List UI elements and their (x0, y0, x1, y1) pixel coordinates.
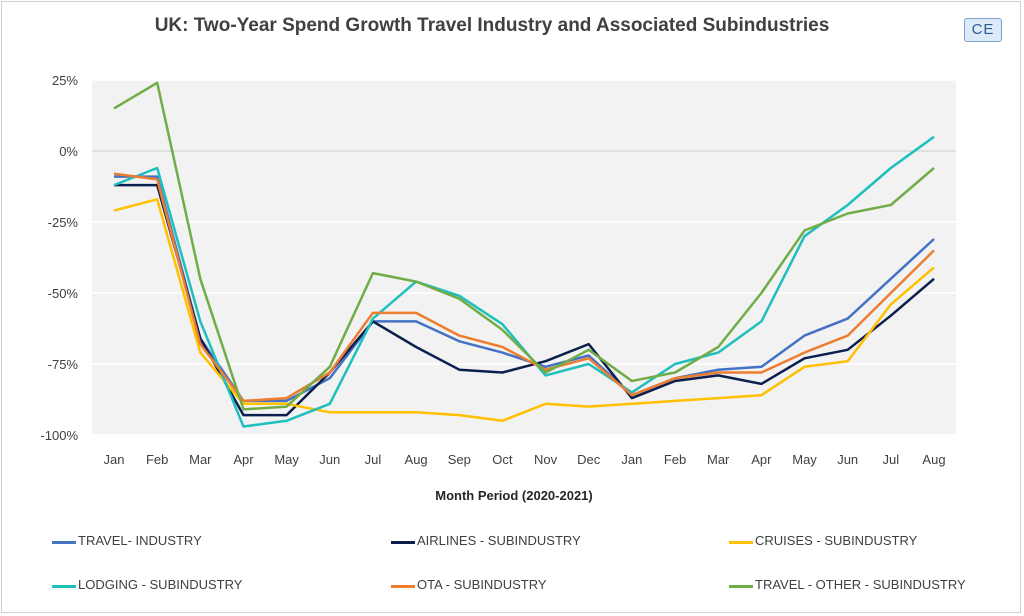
x-tick-label: Jun (837, 452, 858, 467)
legend-label: CRUISES - SUBINDUSTRY (755, 533, 918, 548)
gridlines (92, 79, 956, 436)
y-tick-label: -75% (48, 357, 79, 372)
y-tick-label: -100% (40, 428, 78, 443)
y-tick-label: 0% (59, 144, 78, 159)
x-tick-label: Oct (492, 452, 513, 467)
x-tick-label: Jul (365, 452, 382, 467)
chart-title: UK: Two-Year Spend Growth Travel Industr… (154, 15, 830, 36)
x-tick-label: May (792, 452, 817, 467)
series-line-travel-other-subindustry (113, 81, 935, 411)
x-tick-label: May (274, 452, 299, 467)
x-tick-label: Sep (448, 452, 471, 467)
series-line-airlines-subindustry (114, 183, 935, 417)
x-tick-label: Jul (883, 452, 900, 467)
legend-label: OTA - SUBINDUSTRY (417, 577, 547, 592)
legend-swatch (729, 541, 753, 544)
y-tick-label: -50% (48, 286, 79, 301)
x-axis-tick-labels: Jan Feb Mar Apr May Jun Jul Aug Sep Oct Nov Dec Jan F… (104, 452, 946, 467)
x-tick-label: Jan (621, 452, 642, 467)
x-tick-label: Apr (233, 452, 254, 467)
x-tick-label: Jan (104, 452, 125, 467)
plot-area (92, 80, 956, 435)
x-axis-label: Month Period (2020-2021) (435, 488, 593, 503)
legend-swatch (729, 585, 753, 588)
x-tick-label: Mar (189, 452, 212, 467)
legend-swatch (391, 585, 415, 588)
series-line-ota-subindustry (113, 172, 935, 403)
legend-label: TRAVEL- INDUSTRY (78, 533, 202, 548)
x-tick-label: Feb (664, 452, 686, 467)
legend-label: TRAVEL - OTHER - SUBINDUSTRY (755, 577, 966, 592)
y-tick-label: 25% (52, 73, 78, 88)
x-tick-label: Dec (577, 452, 601, 467)
x-tick-label: Aug (922, 452, 945, 467)
x-tick-label: Apr (751, 452, 772, 467)
legend-label: AIRLINES - SUBINDUSTRY (417, 533, 581, 548)
ce-logo-badge: CE (964, 18, 1002, 42)
legend-swatch (52, 585, 76, 588)
x-tick-label: Nov (534, 452, 558, 467)
series-lines (113, 81, 935, 428)
series-line-cruises-subindustry (113, 198, 935, 423)
legend-label: LODGING - SUBINDUSTRY (78, 577, 243, 592)
legend-swatch (52, 541, 76, 544)
legend-swatch (391, 541, 415, 544)
x-tick-label: Feb (146, 452, 168, 467)
y-tick-label: -25% (48, 215, 79, 230)
x-tick-label: Jun (319, 452, 340, 467)
x-tick-label: Mar (707, 452, 730, 467)
y-axis-tick-labels: 25% 0% -25% -50% -75% -100% (40, 73, 78, 443)
x-tick-label: Aug (405, 452, 428, 467)
